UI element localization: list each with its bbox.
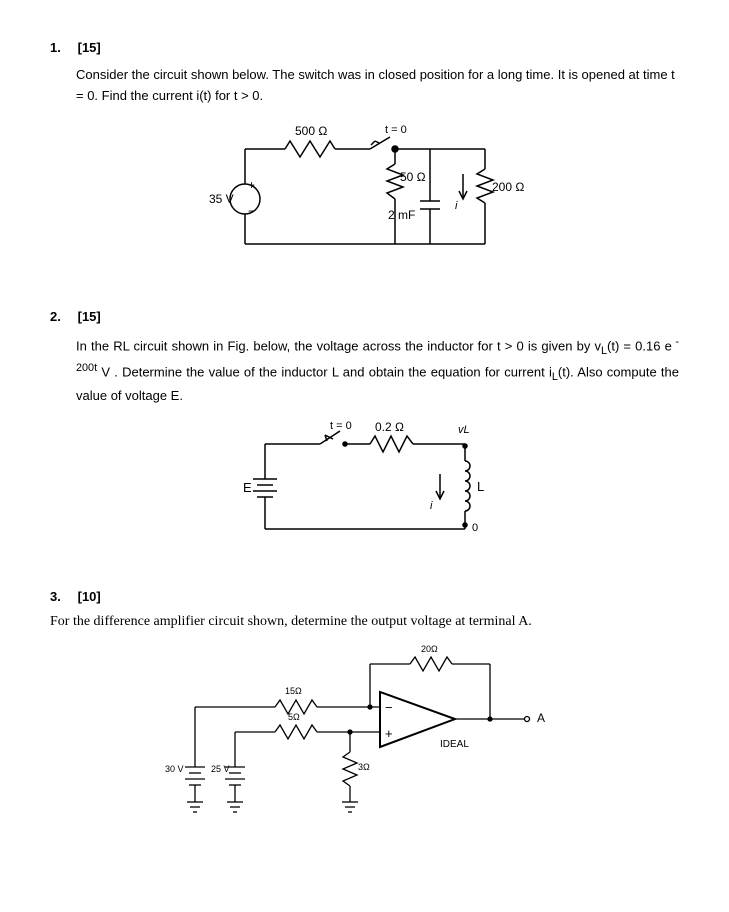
problem-1-points: [15]	[78, 40, 101, 55]
label-A: A	[537, 711, 545, 725]
problem-2-number: 2.	[50, 309, 74, 324]
label-vl: vL	[458, 424, 470, 436]
label-30v: 30 V	[165, 764, 184, 774]
label-500: 500 Ω	[295, 124, 327, 138]
label-i1: i	[455, 200, 458, 212]
circuit-2: E t = 0 0.2 Ω vL L 0	[225, 419, 505, 549]
problem-1: 1. [15] Consider the circuit shown below…	[50, 40, 679, 269]
problem-2-text: In the RL circuit shown in Fig. below, t…	[76, 334, 679, 407]
problem-2: 2. [15] In the RL circuit shown in Fig. …	[50, 309, 679, 549]
label-50: 50 Ω	[400, 170, 426, 184]
problem-1-number: 1.	[50, 40, 74, 55]
problem-3-text: For the difference amplifier circuit sho…	[50, 614, 679, 630]
problem-2-heading: 2. [15]	[50, 309, 679, 324]
label-t0-1: t = 0	[385, 124, 407, 136]
problem-3-heading: 3. [10]	[50, 589, 679, 604]
circuit-1: + − 35 V 500 Ω t = 0 50 Ω	[205, 119, 525, 269]
problem-3: 3. [10] For the difference amplifier cir…	[50, 589, 679, 832]
label-zero: 0	[472, 522, 478, 534]
label-E: E	[243, 480, 252, 495]
label-ideal: IDEAL	[440, 739, 469, 750]
label-02: 0.2 Ω	[375, 420, 404, 434]
label-200: 200 Ω	[492, 180, 524, 194]
label-15: 15Ω	[285, 686, 302, 696]
label-20: 20Ω	[421, 644, 438, 654]
label-L: L	[477, 479, 484, 494]
label-2mf: 2 mF	[388, 208, 415, 222]
label-35v: 35 V	[209, 192, 234, 206]
problem-2-points: [15]	[78, 309, 101, 324]
label-5: 5Ω	[288, 712, 300, 722]
problem-3-number: 3.	[50, 589, 74, 604]
label-3: 3Ω	[358, 762, 370, 772]
svg-text:−: −	[385, 700, 393, 715]
label-25v: 25 V	[211, 764, 230, 774]
problem-1-text: Consider the circuit shown below. The sw…	[76, 65, 679, 107]
label-t0-2: t = 0	[330, 420, 352, 432]
label-i2: i	[430, 500, 433, 512]
svg-text:+: +	[385, 726, 393, 741]
circuit-3: 30 V 25 V 15Ω	[155, 642, 575, 832]
problem-3-points: [10]	[78, 589, 101, 604]
svg-text:+: +	[248, 178, 255, 192]
svg-text:−: −	[248, 204, 255, 218]
problem-1-heading: 1. [15]	[50, 40, 679, 55]
